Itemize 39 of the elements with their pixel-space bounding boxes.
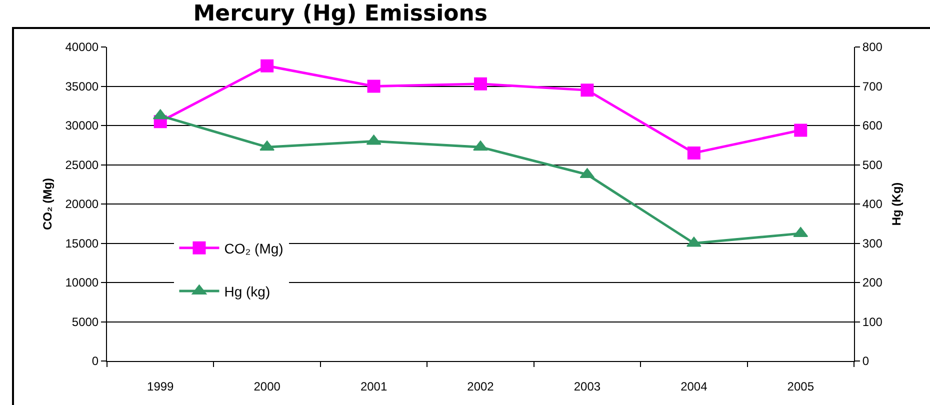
y-axis-title: CO₂ (Mg): [40, 178, 55, 230]
y-tick-label: 15000: [65, 236, 99, 250]
point: [473, 140, 488, 151]
y-tick-label: 25000: [65, 158, 99, 172]
point: [686, 236, 702, 247]
legend-label: Hg (kg): [224, 284, 270, 300]
point: [794, 124, 808, 137]
point: [260, 59, 274, 72]
y2-tick-label: 700: [862, 79, 883, 94]
chart-title: Mercury (Hg) Emissions: [193, 2, 488, 27]
y2-axis-title: Hg (Kg): [890, 182, 904, 226]
y-tick-label: 0: [92, 354, 99, 368]
y2-tick-label: 0: [862, 354, 870, 368]
y2-tick-label: 100: [862, 314, 883, 329]
x-tick-label: 2004: [680, 379, 708, 394]
y-tick-label: 5000: [72, 314, 99, 329]
y2-tick-label: 300: [862, 236, 883, 250]
x-tick-label: 1999: [147, 379, 174, 394]
x-tick-label: 2005: [787, 379, 814, 394]
point: [367, 80, 380, 93]
y-tick-label: 20000: [65, 197, 99, 212]
x-tick-label: 2002: [467, 379, 494, 394]
y2-tick-label: 500: [862, 158, 883, 172]
x-tick-label: 2003: [574, 379, 601, 394]
y-tick-label: 10000: [65, 276, 99, 290]
point: [687, 146, 700, 160]
y-tick-label: 40000: [65, 40, 99, 54]
point: [260, 140, 274, 151]
legend-label: CO₂ (Mg): [224, 240, 284, 256]
y2-tick-label: 200: [862, 276, 883, 290]
x-tick-label: 2000: [254, 379, 281, 394]
x-tick-label: 2001: [360, 379, 388, 394]
y2-tick-label: 600: [862, 118, 883, 133]
y2-tick-label: 800: [862, 40, 883, 54]
y-tick-label: 30000: [65, 118, 99, 133]
point: [580, 84, 594, 97]
y-tick-label: 35000: [65, 79, 99, 94]
point: [474, 77, 487, 90]
y2-tick-label: 400: [862, 197, 883, 212]
